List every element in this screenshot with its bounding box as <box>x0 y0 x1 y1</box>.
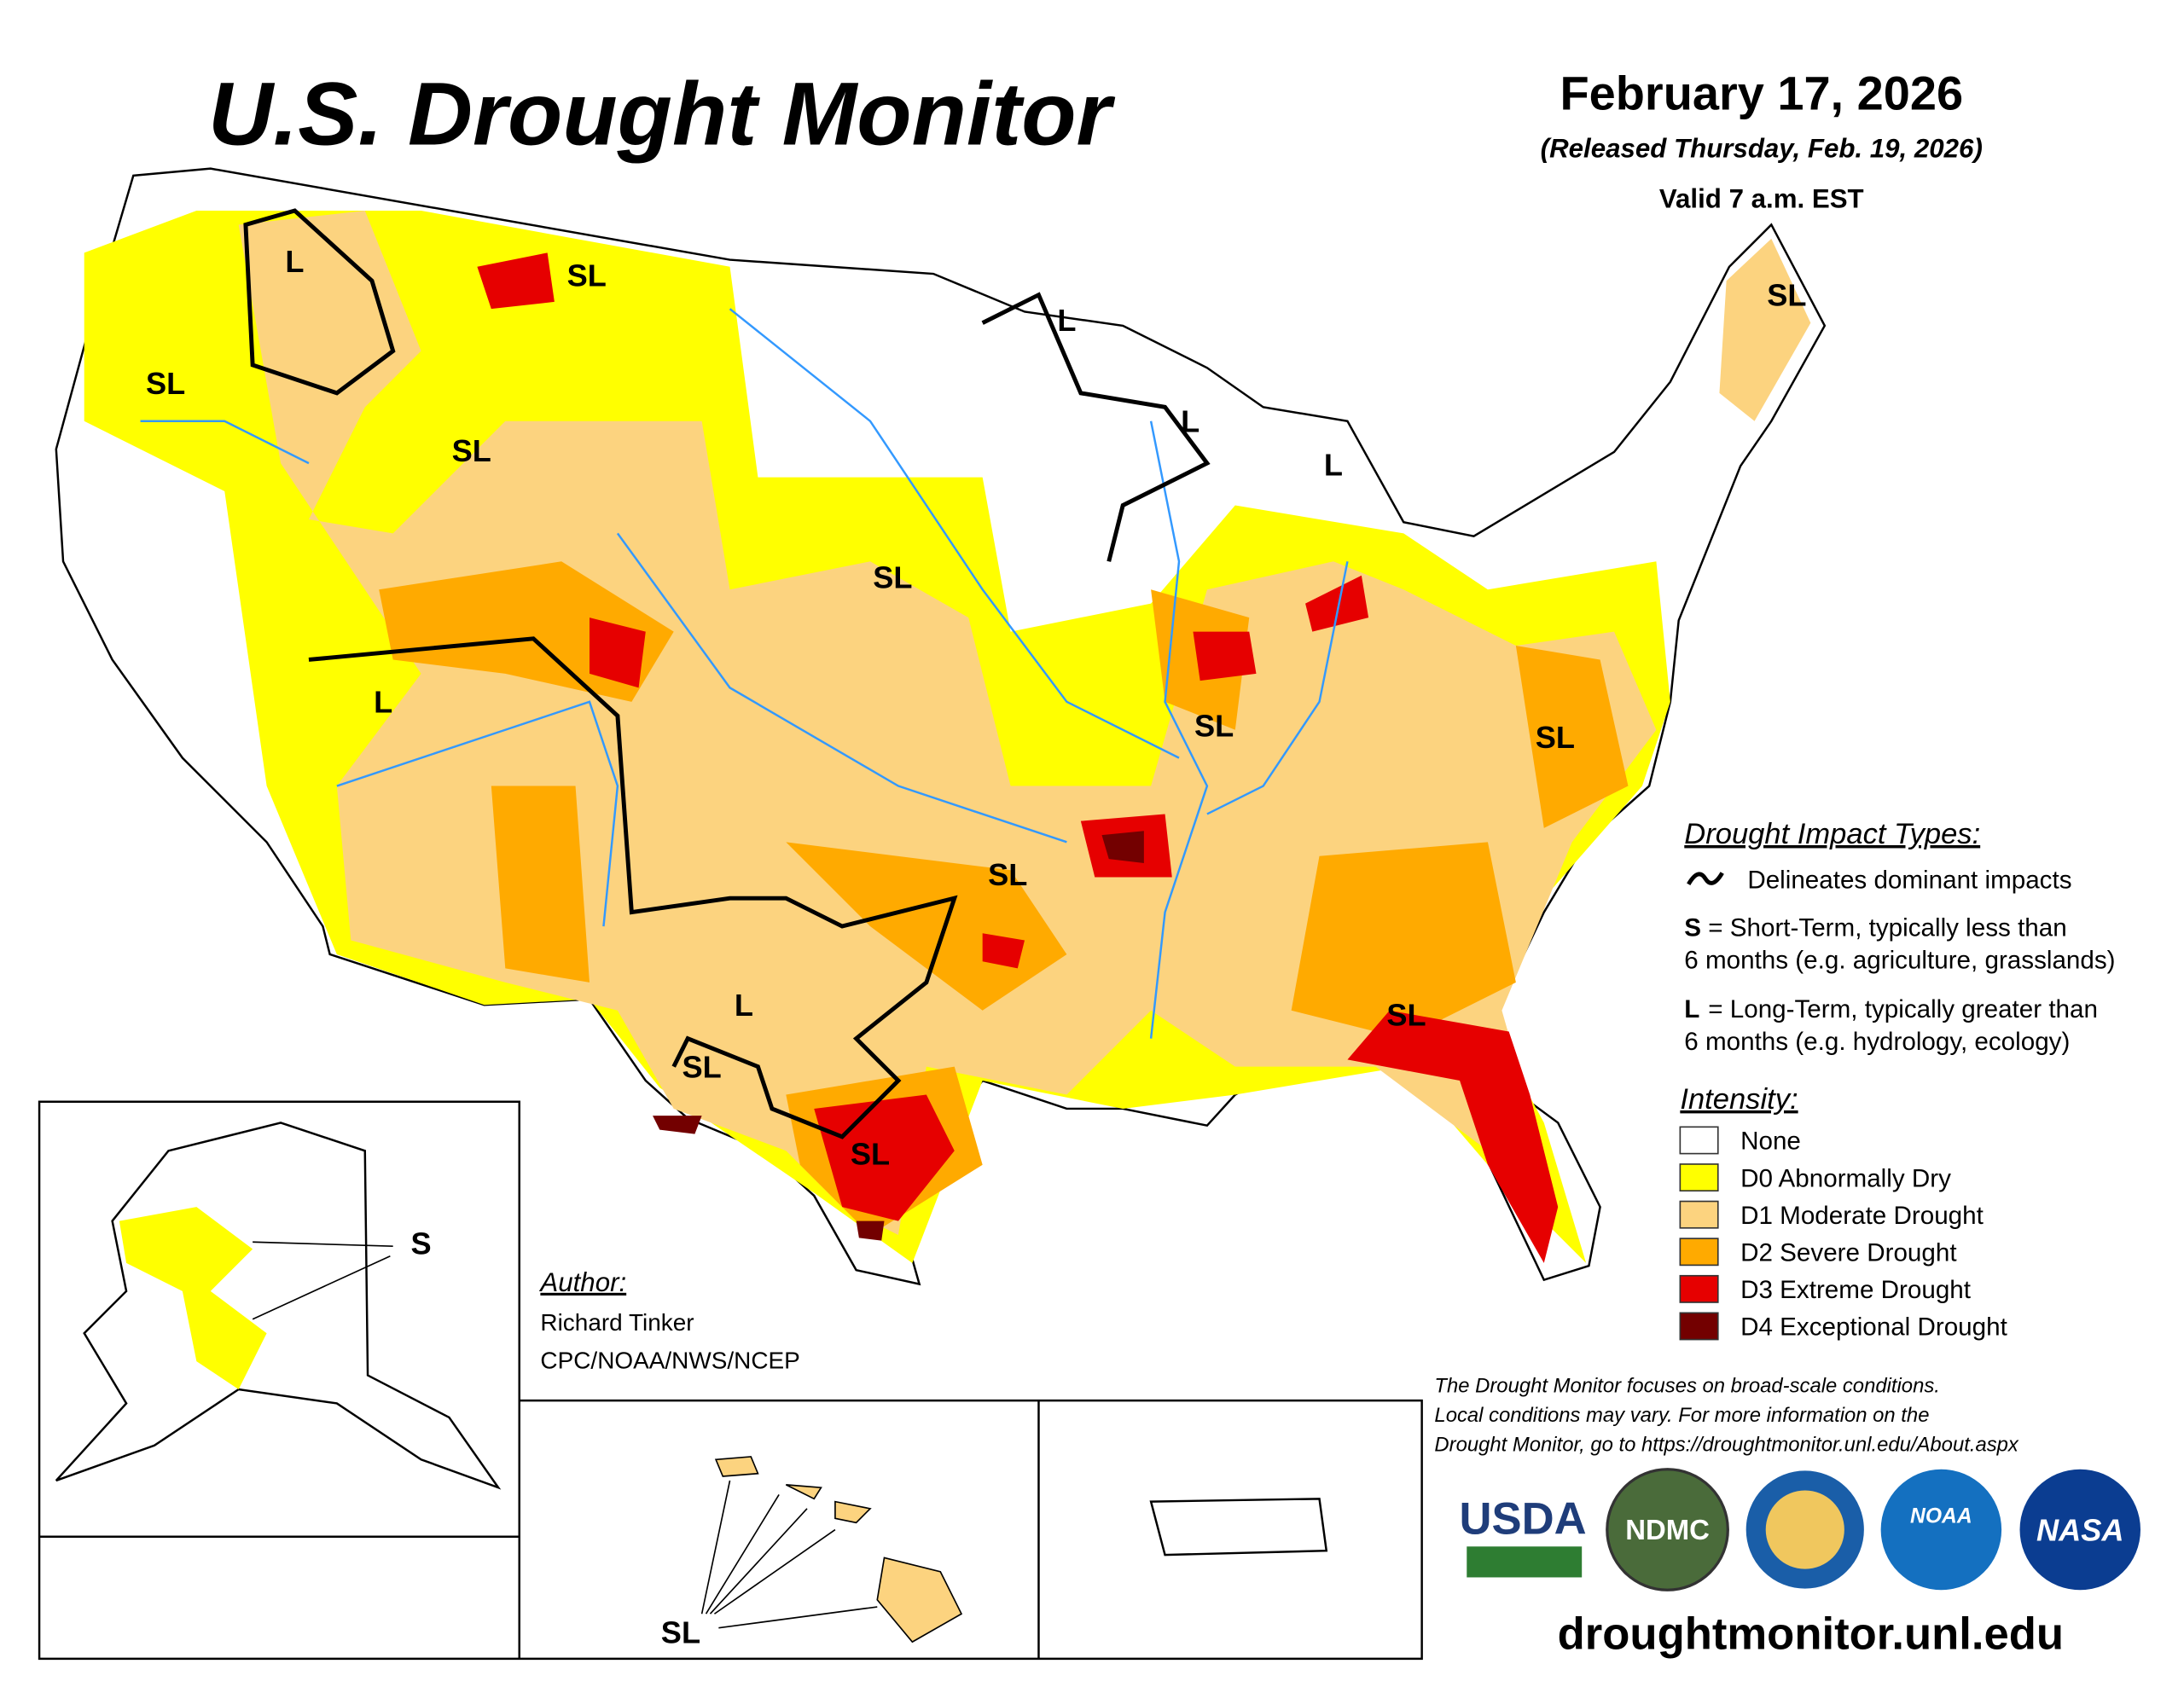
alaska-pointers <box>252 1241 393 1320</box>
map-label: SL <box>567 258 607 293</box>
released: (Released Thursday, Feb. 19, 2026) <box>1541 133 1983 163</box>
map-label: L <box>735 988 753 1023</box>
map-label: SL <box>452 433 491 468</box>
map-label: SL <box>1386 998 1426 1033</box>
author-name: Richard Tinker <box>540 1309 694 1336</box>
drought-area <box>379 561 1629 1236</box>
map-label: L <box>1181 404 1199 439</box>
map-label: SL <box>851 1136 890 1171</box>
drought-areas <box>84 210 1811 1263</box>
alaska <box>55 1122 502 1490</box>
rivers <box>140 308 1349 1039</box>
impact-short: 6 months (e.g. agriculture, grasslands) <box>1684 946 2115 974</box>
logo-noaa-ring <box>1880 1469 2002 1591</box>
puerto-rico <box>1149 1498 1328 1557</box>
author-title: Author: <box>538 1267 626 1297</box>
logo-ndmc-ring <box>1606 1468 1729 1591</box>
legend-label: D3 Extreme Drought <box>1740 1276 1972 1304</box>
legend-swatch <box>1679 1274 1719 1303</box>
title: U.S. Drought Monitor <box>208 65 1115 165</box>
conus <box>55 167 1827 1286</box>
logo-commerce-seal <box>1765 1490 1844 1569</box>
map-label: SL <box>988 857 1027 892</box>
legend-label: None <box>1740 1128 1801 1156</box>
drought-area <box>1719 238 1811 421</box>
legend-swatch <box>1679 1238 1719 1267</box>
map-label: L <box>374 685 392 720</box>
impact-line-icon <box>1687 872 1724 886</box>
impact-long: 6 months (e.g. hydrology, ecology) <box>1684 1028 2070 1056</box>
logo-usda-band <box>1467 1546 1583 1578</box>
map-label: SL <box>873 559 912 594</box>
author-org: CPC/NOAA/NWS/NCEP <box>540 1347 799 1373</box>
logo-nasa: NASA <box>2036 1513 2124 1548</box>
impact-long-key: L <box>1684 995 1699 1023</box>
hawaii <box>714 1456 963 1644</box>
map-label: L <box>285 244 304 279</box>
map-label: SL <box>146 366 185 401</box>
intensity-legend: None D0 Abnormally Dry D1 Moderate Drought… <box>1679 1126 2008 1342</box>
logo-usda: USDA <box>1460 1493 1587 1544</box>
map-labels: L SL SL L SL L L SL SL L SL SL SL L SL S… <box>146 244 1807 1649</box>
logo-nasa-ring <box>2019 1469 2140 1591</box>
disclaimer: The Drought Monitor focuses on broad-sca… <box>1434 1374 1939 1397</box>
impact-lines <box>243 208 1211 1139</box>
logos: USDA NDMC NOAA NASA <box>1460 1468 2140 1591</box>
map-label: L <box>1324 448 1343 483</box>
legend-label: D1 Moderate Drought <box>1740 1202 1984 1230</box>
disclaimer: Drought Monitor, go to https://droughtmo… <box>1434 1433 2018 1456</box>
disclaimer: Local conditions may vary. For more info… <box>1434 1404 1929 1427</box>
legend-swatch <box>1679 1200 1719 1229</box>
url: droughtmonitor.unl.edu <box>1558 1609 2064 1659</box>
legend-swatch <box>1679 1126 1719 1155</box>
legend-label: D4 Exceptional Drought <box>1740 1313 2007 1342</box>
map-label: S <box>411 1226 432 1261</box>
date: February 17, 2026 <box>1560 67 1964 120</box>
intensity-title: Intensity: <box>1680 1083 1798 1116</box>
hawaii-pointers <box>700 1480 878 1629</box>
impact-short-key: S <box>1684 914 1701 942</box>
legend-label: D2 Severe Drought <box>1740 1238 1957 1267</box>
logo-ndmc: NDMC <box>1625 1514 1710 1545</box>
legend-swatch <box>1679 1312 1719 1341</box>
impact-line-label: Delineates dominant impacts <box>1747 867 2071 895</box>
valid: Valid 7 a.m. EST <box>1659 184 1864 214</box>
map-label: L <box>1057 303 1076 338</box>
legend-swatch <box>1679 1163 1719 1192</box>
alaska-dry <box>119 1207 267 1389</box>
impact-short: = Short-Term, typically less than <box>1708 914 2066 942</box>
map-label: SL <box>1194 709 1234 744</box>
legend-label: D0 Abnormally Dry <box>1740 1164 1951 1192</box>
impact-long: = Long-Term, typically greater than <box>1708 995 2098 1023</box>
logo-noaa: NOAA <box>1910 1504 1972 1528</box>
map-label: SL <box>1536 720 1575 755</box>
map-label: SL <box>1767 278 1806 313</box>
map-label: SL <box>661 1615 700 1649</box>
impact-title: Drought Impact Types: <box>1684 818 1980 850</box>
inset-frames <box>38 1100 1423 1661</box>
map-label: SL <box>682 1049 721 1084</box>
